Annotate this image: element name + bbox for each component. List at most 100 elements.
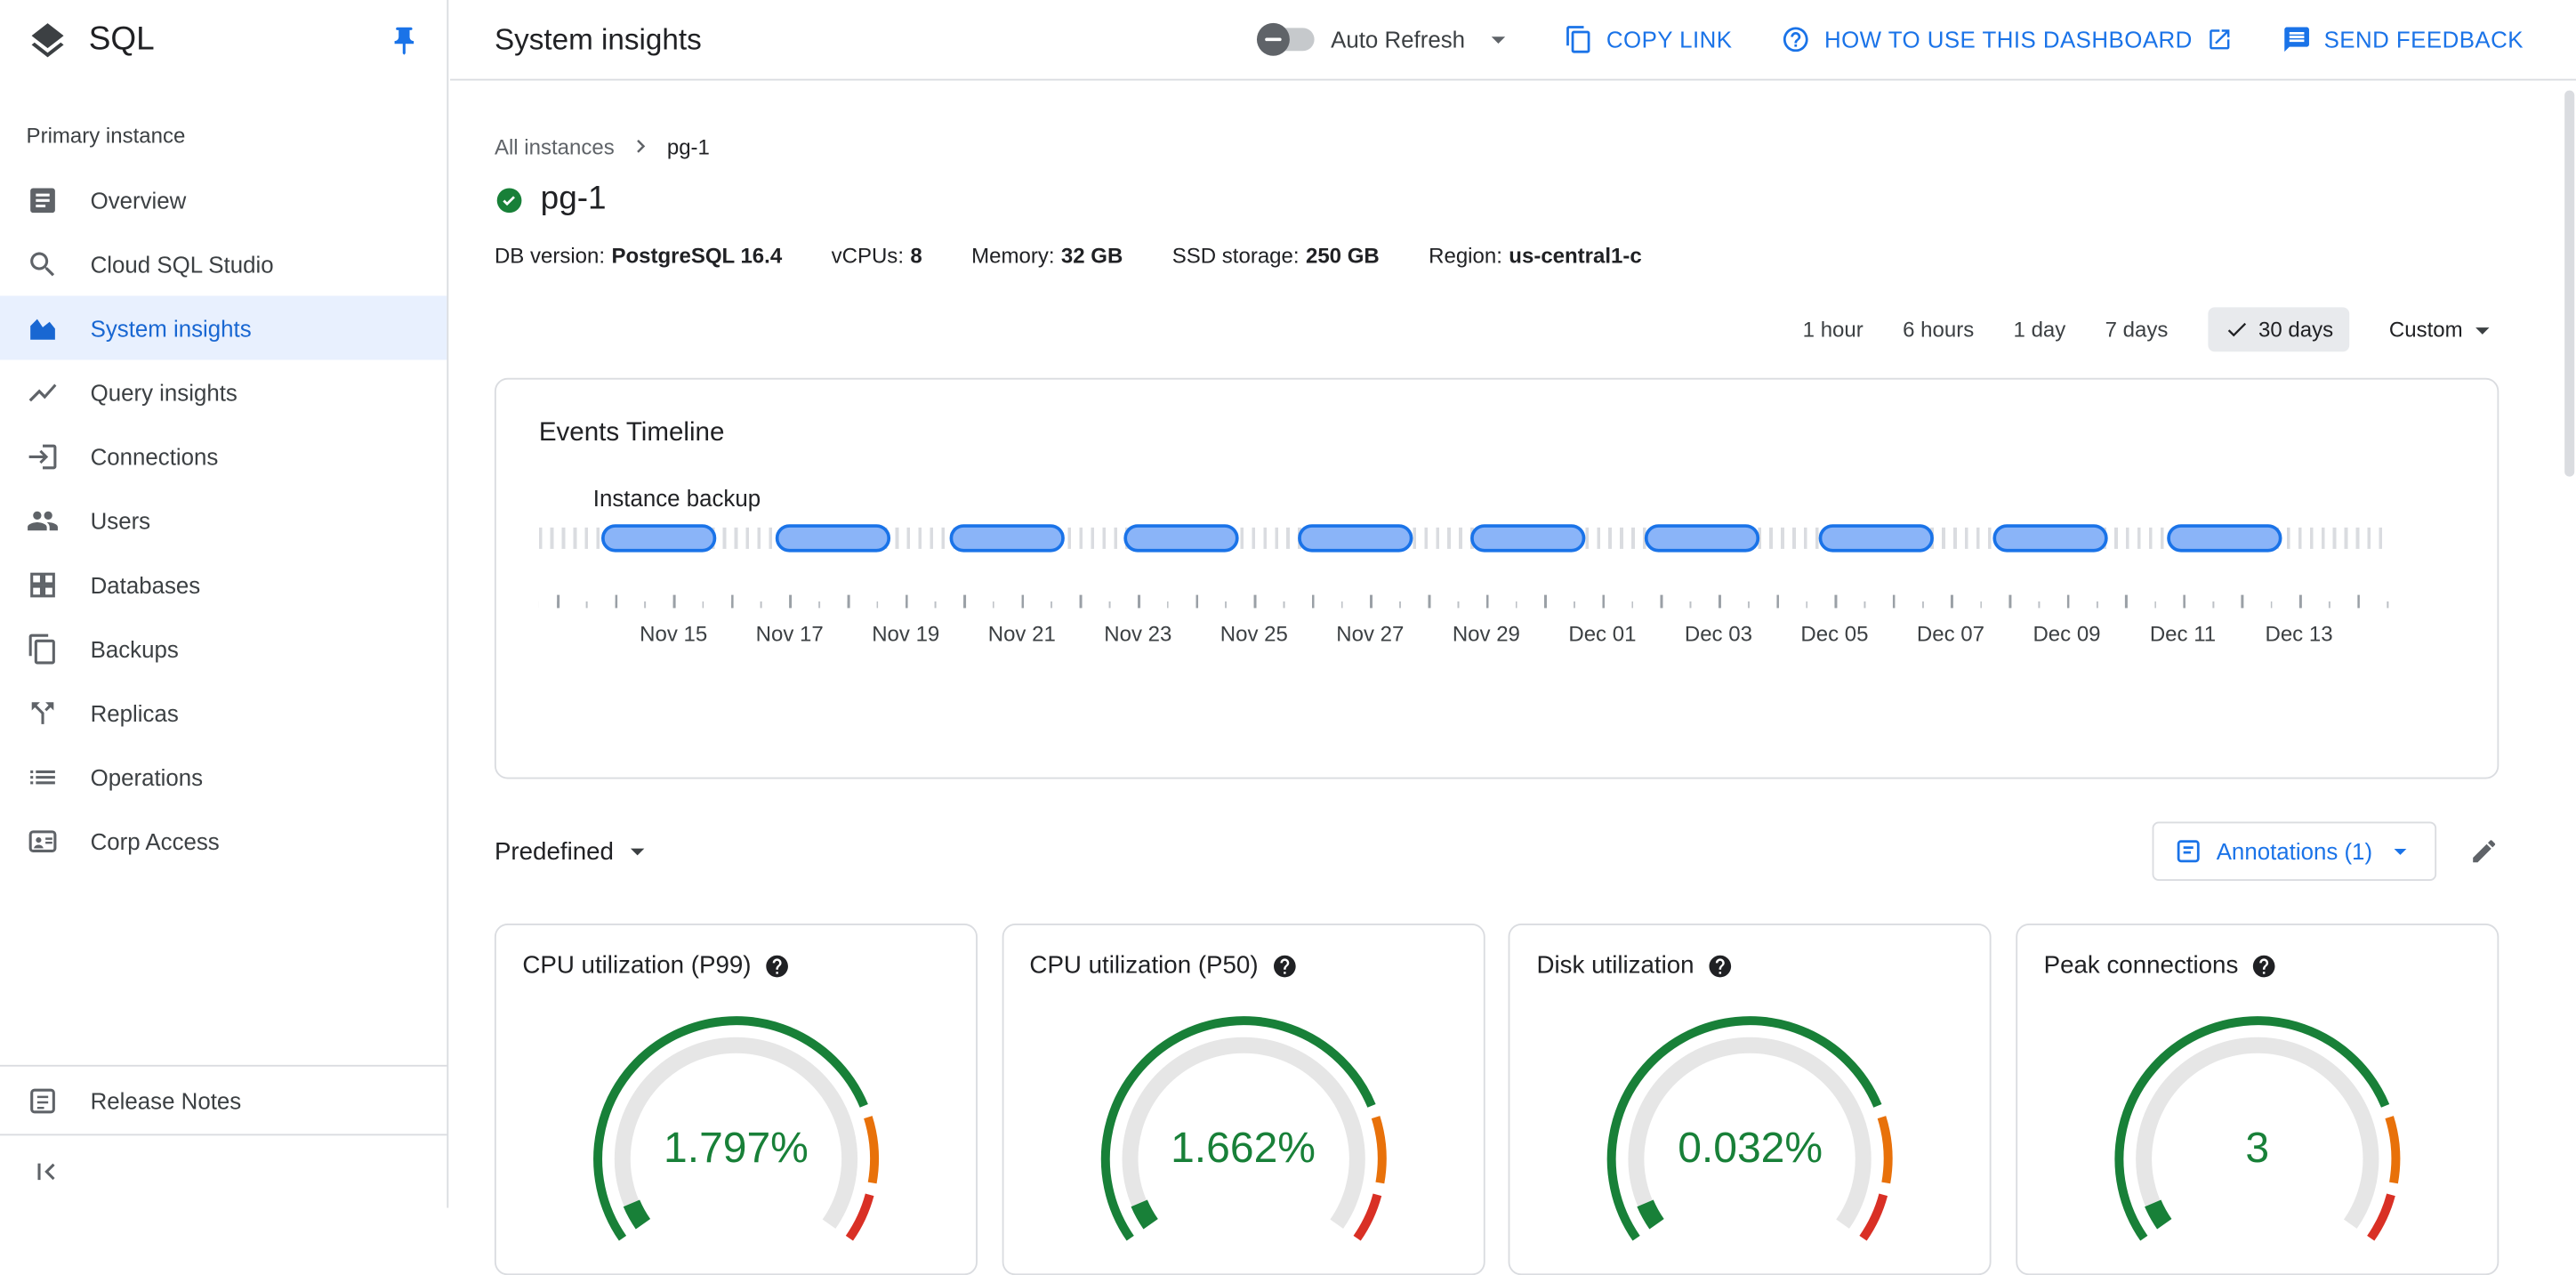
send-feedback-button[interactable]: SEND FEEDBACK <box>2282 25 2524 54</box>
range-1-day[interactable]: 1 day <box>2013 317 2066 343</box>
range-custom[interactable]: Custom <box>2389 313 2499 346</box>
event-pill[interactable] <box>1819 524 1935 553</box>
copy-link-button[interactable]: COPY LINK <box>1564 25 1733 54</box>
sidebar-item-overview[interactable]: Overview <box>0 167 447 231</box>
toggle-track[interactable] <box>1256 22 1315 56</box>
sidebar-nav: Overview Cloud SQL Studio System insight… <box>0 167 447 872</box>
meta-memory: Memory: 32 GB <box>971 243 1123 269</box>
edit-icon[interactable] <box>2469 836 2499 866</box>
sidebar-item-label: Databases <box>90 570 201 598</box>
axis-tick-label: Nov 23 <box>1104 621 1172 646</box>
sidebar-item-corp-access[interactable]: Corp Access <box>0 809 447 873</box>
how-to-label: HOW TO USE THIS DASHBOARD <box>1823 26 2193 53</box>
help-icon[interactable] <box>1271 952 1298 979</box>
predefined-dropdown[interactable]: Predefined <box>495 835 653 867</box>
pin-icon[interactable] <box>388 24 421 57</box>
sidebar-item-databases[interactable]: Databases <box>0 553 447 617</box>
event-pill[interactable] <box>1992 524 2108 553</box>
events-timeline-title: Events Timeline <box>538 418 725 448</box>
axis-tick-label: Nov 17 <box>755 621 824 646</box>
gauge-chart: 1.662% <box>1066 999 1421 1265</box>
breadcrumb-all-instances[interactable]: All instances <box>494 133 615 159</box>
help-icon[interactable] <box>1707 952 1734 979</box>
collapse-sidebar-icon[interactable] <box>29 1155 62 1188</box>
sidebar-collapse-row <box>0 1134 447 1207</box>
range-1-hour[interactable]: 1 hour <box>1802 317 1864 343</box>
chevron-down-icon[interactable] <box>1482 23 1515 56</box>
release-notes-icon <box>27 1084 60 1117</box>
timeline-axis-ticks <box>538 593 2389 609</box>
help-icon[interactable] <box>2251 952 2278 979</box>
time-range-selector: 1 hour 6 hours 1 day 7 days 30 days Cust… <box>495 307 2499 352</box>
sidebar-item-connections[interactable]: Connections <box>0 424 447 488</box>
gauge-value: 1.662% <box>1171 1122 1316 1172</box>
meta-vcpus: vCPUs: 8 <box>831 243 922 269</box>
event-pill[interactable] <box>2167 524 2282 553</box>
gauge-chart: 3 <box>2080 999 2435 1265</box>
product-name: SQL <box>88 21 155 58</box>
help-icon[interactable] <box>764 952 791 979</box>
instance-meta: DB version: PostgreSQL 16.4 vCPUs: 8 Memor… <box>495 243 2499 268</box>
axis-tick-label: Nov 21 <box>987 621 1056 646</box>
sidebar-header: SQL <box>0 0 447 81</box>
meta-region: Region: us-central1-c <box>1429 243 1642 269</box>
sidebar-item-backups[interactable]: Backups <box>0 617 447 681</box>
content: All instances pg-1 pg-1 DB version: Postg… <box>450 81 2576 1275</box>
event-pill[interactable] <box>775 524 890 553</box>
how-to-use-dashboard-button[interactable]: HOW TO USE THIS DASHBOARD <box>1782 25 2232 54</box>
metrics-toolbar: Predefined Annotations (1) <box>495 821 2499 881</box>
main-area: System insights Auto Refresh COPY LINK H… <box>450 0 2576 1275</box>
sidebar-item-system-insights[interactable]: System insights <box>0 295 447 360</box>
event-pill[interactable] <box>1470 524 1587 553</box>
instance-name: pg-1 <box>540 181 607 217</box>
sidebar-item-query-insights[interactable]: Query insights <box>0 359 447 424</box>
sidebar: SQL Primary instance Overview Cloud SQL … <box>0 0 449 1208</box>
sidebar-item-replicas[interactable]: Replicas <box>0 681 447 745</box>
chevron-right-icon <box>628 133 655 160</box>
annotations-button[interactable]: Annotations (1) <box>2152 821 2437 881</box>
copy-icon <box>1564 25 1593 54</box>
vertical-scrollbar[interactable] <box>2564 90 2575 477</box>
axis-tick-label: Dec 09 <box>2033 621 2101 646</box>
event-pill[interactable] <box>1297 524 1413 553</box>
gauge-chart: 1.797% <box>559 999 914 1265</box>
gauge-card-peak-connections: Peak connections 3 <box>2016 924 2500 1275</box>
sidebar-item-label: Connections <box>90 442 219 470</box>
cloud-sql-logo-icon <box>27 19 69 61</box>
axis-tick-label: Dec 03 <box>1684 621 1752 646</box>
sidebar-item-operations[interactable]: Operations <box>0 745 447 809</box>
databases-icon <box>27 568 60 601</box>
breadcrumb-current: pg-1 <box>666 133 710 159</box>
sidebar-item-release-notes[interactable]: Release Notes <box>0 1064 447 1134</box>
toggle-knob[interactable] <box>1256 22 1290 56</box>
gauge-value: 0.032% <box>1678 1122 1823 1172</box>
gauge-card-cpu-p50: CPU utilization (P50) 1.662% <box>1002 924 1485 1275</box>
sidebar-item-label: Query insights <box>90 378 237 406</box>
event-pill[interactable] <box>1645 524 1760 553</box>
gauge-title: Peak connections <box>2043 951 2239 980</box>
sidebar-item-cloud-sql-studio[interactable]: Cloud SQL Studio <box>0 231 447 295</box>
range-7-days[interactable]: 7 days <box>2105 317 2169 343</box>
open-in-new-icon <box>2206 27 2233 53</box>
event-pill[interactable] <box>949 524 1065 553</box>
event-pill[interactable] <box>1123 524 1238 553</box>
range-30-days-selected[interactable]: 30 days <box>2207 307 2350 352</box>
sidebar-item-label: Release Notes <box>90 1086 242 1114</box>
range-6-hours[interactable]: 6 hours <box>1903 317 1975 343</box>
sidebar-item-label: Overview <box>90 186 187 214</box>
chevron-down-icon <box>2466 313 2499 346</box>
sidebar-section-label: Primary instance <box>26 123 186 149</box>
copy-link-label: COPY LINK <box>1606 26 1733 53</box>
auto-refresh-toggle[interactable]: Auto Refresh <box>1256 22 1515 56</box>
axis-tick-label: Nov 29 <box>1452 621 1520 646</box>
axis-tick-label: Dec 13 <box>2265 621 2333 646</box>
gauge-value: 1.797% <box>664 1122 809 1172</box>
events-timeline-card: Events Timeline Instance backup Nov 15 No… <box>494 377 2500 779</box>
sidebar-item-users[interactable]: Users <box>0 488 447 553</box>
gauge-title: Disk utilization <box>1536 951 1695 980</box>
instance-header: pg-1 <box>495 181 2499 218</box>
replicas-icon <box>27 696 60 729</box>
event-pill[interactable] <box>600 524 717 553</box>
timeline-series-label: Instance backup <box>592 484 761 512</box>
sidebar-item-label: Backups <box>90 634 179 662</box>
